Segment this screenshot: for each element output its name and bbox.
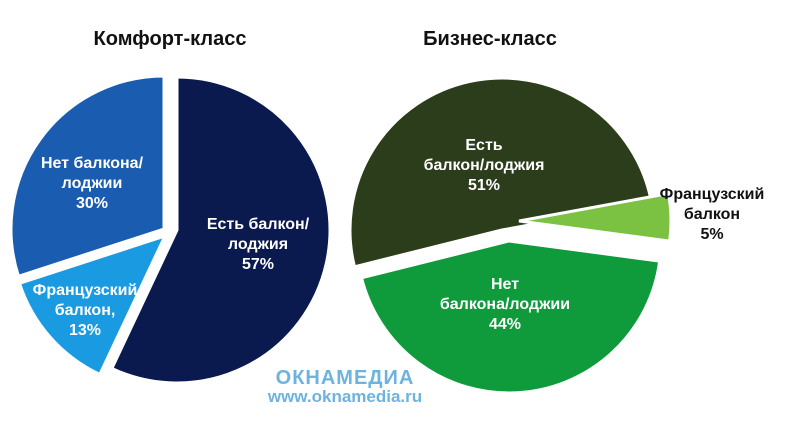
pie-slice bbox=[17, 233, 168, 377]
slice-value: 30% bbox=[75, 195, 109, 212]
watermark-logo: ОКНАМЕДИА bbox=[275, 367, 415, 389]
pie-slice bbox=[109, 75, 332, 385]
chart-title: Бизнес-класс bbox=[423, 28, 557, 50]
slice-label: Есть балкон/лоджия 51% bbox=[424, 136, 545, 196]
slice-label: Нет балкона/лоджии 44% bbox=[440, 275, 570, 335]
slice-category: Нет балкона/ лоджии bbox=[40, 155, 144, 192]
slice-category: Нет балкона/лоджии bbox=[439, 276, 571, 313]
slice-category: Французский балкон, bbox=[32, 282, 138, 319]
watermark-url: www.oknamedia.ru bbox=[267, 387, 423, 406]
slice-value: 51% bbox=[467, 177, 501, 194]
pie-slice bbox=[9, 74, 166, 279]
slice-label: Есть балкон/ лоджия 57% bbox=[207, 215, 309, 275]
chart-title: Комфорт-класс bbox=[93, 28, 247, 50]
slice-value: 44% bbox=[488, 316, 522, 333]
pie-slice bbox=[518, 191, 673, 243]
pie-slice bbox=[348, 76, 654, 269]
slice-label: Нет балкона/ лоджии 30% bbox=[41, 154, 143, 214]
slice-category: Есть балкон/ лоджия bbox=[206, 216, 310, 253]
slice-category: Французский балкон bbox=[659, 186, 765, 223]
slice-category: Есть балкон/лоджия bbox=[423, 137, 545, 174]
slice-label: Французский балкон 5% bbox=[660, 185, 765, 245]
slice-value: 13% bbox=[68, 322, 102, 339]
pie-slice bbox=[359, 239, 662, 395]
slice-value: 5% bbox=[700, 226, 724, 243]
slice-label: Французский балкон, 13% bbox=[33, 281, 138, 341]
slice-value: 57% bbox=[241, 256, 275, 273]
